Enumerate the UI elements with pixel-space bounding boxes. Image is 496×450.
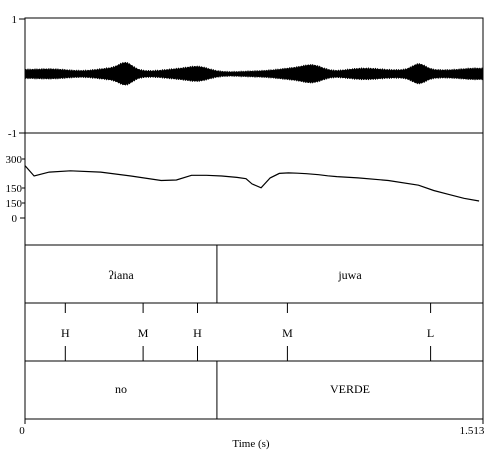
gloss-label-1: no <box>115 382 127 396</box>
pitch-panel: 300 150 150 0 <box>6 132 484 246</box>
tone-label: M <box>282 326 293 340</box>
word-tier-frame <box>24 244 484 304</box>
pitch-contour <box>24 165 480 202</box>
tone-tier: H M H M L <box>24 302 484 362</box>
pitch-tick-300: 300 <box>6 154 23 166</box>
pitch-tick-150-a: 150 <box>6 183 23 195</box>
pitch-tick-150-b: 150 <box>6 198 23 210</box>
tone-tier-frame <box>24 302 484 362</box>
word-label-2: juwa <box>337 268 362 282</box>
x-tick-end: 1.513 <box>460 425 485 437</box>
gloss-tier: no VERDE <box>24 360 484 420</box>
time-axis: 0 1.513 Time (s) <box>19 419 485 450</box>
word-tier: ʔiana juwa <box>24 244 484 304</box>
tone-label: H <box>61 326 70 340</box>
waveform-tick-top: 1 <box>12 14 18 26</box>
tone-label: M <box>138 326 149 340</box>
gloss-label-2: VERDE <box>330 382 370 396</box>
tone-point-4: M <box>282 303 293 361</box>
tone-point-3: H <box>193 303 202 361</box>
pitch-frame <box>24 132 484 246</box>
tone-point-1: H <box>61 303 70 361</box>
x-tick-start: 0 <box>19 425 25 437</box>
tone-point-5: L <box>427 303 434 361</box>
waveform-panel: 1 -1 <box>8 14 484 140</box>
waveform-tick-bottom: -1 <box>8 128 17 140</box>
pitch-tick-0: 0 <box>12 213 18 225</box>
tone-point-2: M <box>138 303 149 361</box>
tone-label: H <box>193 326 202 340</box>
x-axis-label: Time (s) <box>232 438 270 450</box>
waveform-trace <box>24 61 484 86</box>
gloss-tier-frame <box>24 360 484 420</box>
word-label-1: ʔiana <box>108 268 134 282</box>
tone-label: L <box>427 326 434 340</box>
